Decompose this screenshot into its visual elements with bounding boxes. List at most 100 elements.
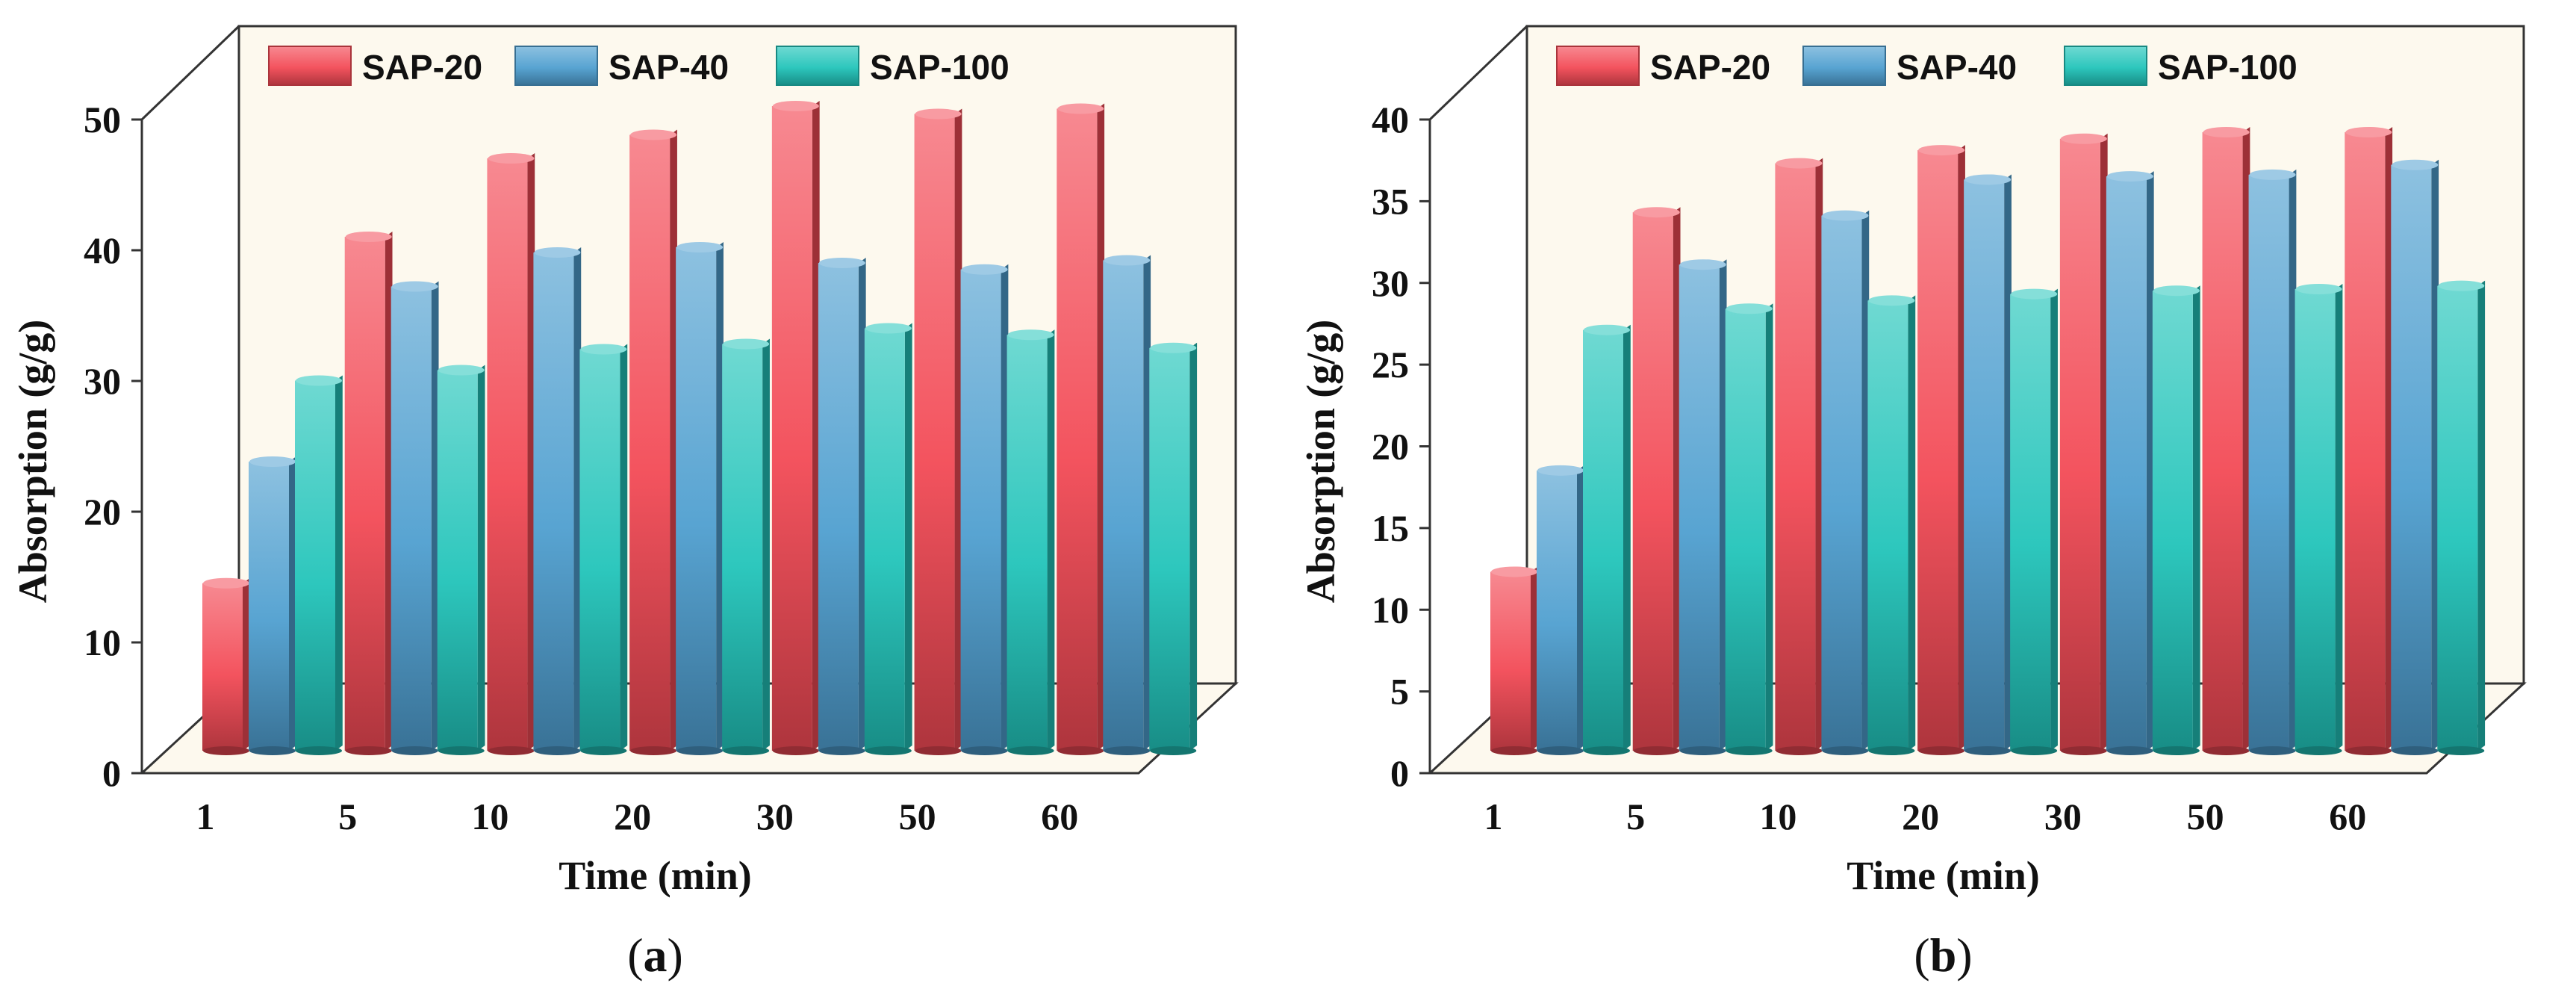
bar-SAP-20-10min — [487, 153, 535, 755]
chart-a: 0 10 20 30 40 50 1 5 10 20 30 50 60 Time (min) Absorpt… — [10, 25, 1239, 982]
bar-SAP-20-50min — [2202, 127, 2250, 755]
bar-SAP-100-60min — [2437, 280, 2486, 755]
y-tick-label: 20 — [1372, 426, 1409, 468]
legend-swatch — [1556, 46, 1640, 86]
bar-SAP-100-5min — [1725, 303, 1773, 755]
bar-SAP-40-30min — [818, 258, 866, 755]
panel-caption: (b) — [1914, 929, 1972, 982]
x-tick-label: 10 — [1759, 796, 1796, 837]
x-tick-label: 60 — [1041, 796, 1078, 837]
bar-SAP-20-20min — [629, 129, 677, 755]
y-tick-label: 15 — [1372, 507, 1409, 549]
y-axis-title: Absorption (g/g) — [10, 320, 55, 604]
x-tick-label: 5 — [1626, 796, 1645, 837]
y-tick-label: 10 — [84, 622, 121, 663]
bar-SAP-20-1min — [1490, 566, 1538, 755]
legend-label: SAP-100 — [870, 48, 1009, 87]
bar-SAP-40-5min — [1679, 259, 1727, 755]
legend-entry-SAP-40: SAP-40 — [514, 46, 729, 87]
y-tick-label: 50 — [84, 99, 121, 140]
y-tick-label: 10 — [1372, 589, 1409, 630]
bar-SAP-20-60min — [2345, 127, 2393, 755]
bar-SAP-100-5min — [437, 365, 485, 755]
bar-SAP-40-60min — [2391, 159, 2439, 755]
bar-SAP-40-10min — [533, 247, 582, 755]
bar-SAP-20-60min — [1057, 103, 1105, 755]
bar-SAP-100-10min — [579, 344, 628, 755]
bar-SAP-100-30min — [864, 323, 912, 755]
bar-SAP-100-1min — [295, 375, 343, 755]
x-tick-label: 1 — [1484, 796, 1503, 837]
panel-caption: (a) — [627, 929, 683, 982]
bar-SAP-40-1min — [249, 456, 296, 755]
chart-panel-b: 0 5 10 15 20 25 30 35 40 1 5 10 20 30 50 60 Time (min) Ab… — [1288, 0, 2576, 995]
bar-SAP-20-1min — [202, 577, 250, 755]
bar-SAP-20-5min — [1632, 207, 1681, 755]
legend-entry-SAP-40: SAP-40 — [1802, 46, 2017, 87]
chart-panel-a: 0 10 20 30 40 50 1 5 10 20 30 50 60 Time (min) Absorpt… — [10, 25, 1239, 982]
bar-SAP-40-60min — [1103, 255, 1151, 755]
panel-caption-letter: b — [1930, 929, 1957, 982]
y-tick-label: 0 — [102, 752, 121, 794]
legend-swatch — [776, 46, 859, 86]
legend-entry-SAP-100: SAP-100 — [776, 46, 1009, 87]
y-tick-label: 40 — [1372, 99, 1409, 140]
bar-SAP-40-5min — [391, 281, 439, 755]
legend-swatch — [268, 46, 352, 86]
bar-SAP-20-10min — [1775, 158, 1823, 755]
x-tick-label: 10 — [471, 796, 508, 837]
y-tick-label: 30 — [1372, 262, 1409, 304]
bar-SAP-20-30min — [2059, 133, 2108, 755]
y-tick-label: 35 — [1372, 180, 1409, 222]
x-tick-label: 5 — [338, 796, 357, 837]
legend-entry-SAP-20: SAP-20 — [268, 46, 482, 87]
bar-SAP-20-50min — [914, 108, 962, 755]
y-tick-label: 5 — [1390, 671, 1409, 713]
y-tick-label: 40 — [84, 229, 121, 271]
bar-SAP-40-50min — [2248, 169, 2297, 755]
legend-label: SAP-40 — [1897, 48, 2017, 87]
bar-SAP-100-30min — [2152, 285, 2200, 755]
bar-SAP-40-1min — [1537, 465, 1584, 755]
side-wall-top-edge — [1428, 25, 1528, 121]
legend-swatch — [1802, 46, 1886, 86]
x-tick-label: 1 — [196, 796, 215, 837]
x-tick-label: 20 — [614, 796, 651, 837]
legend-entry-SAP-100: SAP-100 — [2064, 46, 2297, 87]
bar-SAP-100-20min — [2010, 288, 2058, 755]
bar-SAP-100-60min — [1149, 342, 1198, 755]
bar-SAP-20-5min — [344, 232, 393, 755]
bar-SAP-40-50min — [960, 264, 1009, 755]
bar-SAP-100-1min — [1583, 324, 1631, 755]
legend-swatch — [514, 46, 598, 86]
bar-SAP-100-10min — [1867, 295, 1916, 755]
x-tick-label: 60 — [2329, 796, 2366, 837]
side-wall-top-edge — [140, 25, 240, 121]
legend-label: SAP-20 — [1650, 48, 1770, 87]
x-tick-label: 50 — [2187, 796, 2224, 837]
bar-SAP-100-50min — [2295, 284, 2343, 755]
bar-SAP-20-30min — [771, 101, 820, 755]
bar-SAP-20-20min — [1917, 145, 1965, 755]
y-tick-label: 20 — [84, 491, 121, 533]
x-tick-label: 20 — [1902, 796, 1939, 837]
x-tick-label: 50 — [899, 796, 936, 837]
bar-SAP-40-20min — [1964, 174, 2012, 755]
legend-label: SAP-40 — [609, 48, 729, 87]
x-tick-label: 30 — [2044, 796, 2082, 837]
panel-caption-letter: a — [644, 929, 668, 982]
bar-SAP-100-20min — [722, 338, 770, 755]
bar-SAP-40-30min — [2106, 171, 2154, 755]
legend-swatch — [2064, 46, 2147, 86]
y-tick-label: 25 — [1372, 344, 1409, 385]
bar-SAP-40-20min — [676, 242, 724, 755]
y-tick-label: 30 — [84, 360, 121, 402]
bar-SAP-100-50min — [1007, 329, 1055, 755]
legend-entry-SAP-20: SAP-20 — [1556, 46, 1770, 87]
x-axis-title: Time (min) — [559, 853, 751, 898]
y-axis-title: Absorption (g/g) — [1298, 320, 1343, 604]
x-axis-title: Time (min) — [1847, 853, 2039, 898]
y-tick-label: 0 — [1390, 752, 1409, 794]
x-tick-label: 30 — [756, 796, 794, 837]
